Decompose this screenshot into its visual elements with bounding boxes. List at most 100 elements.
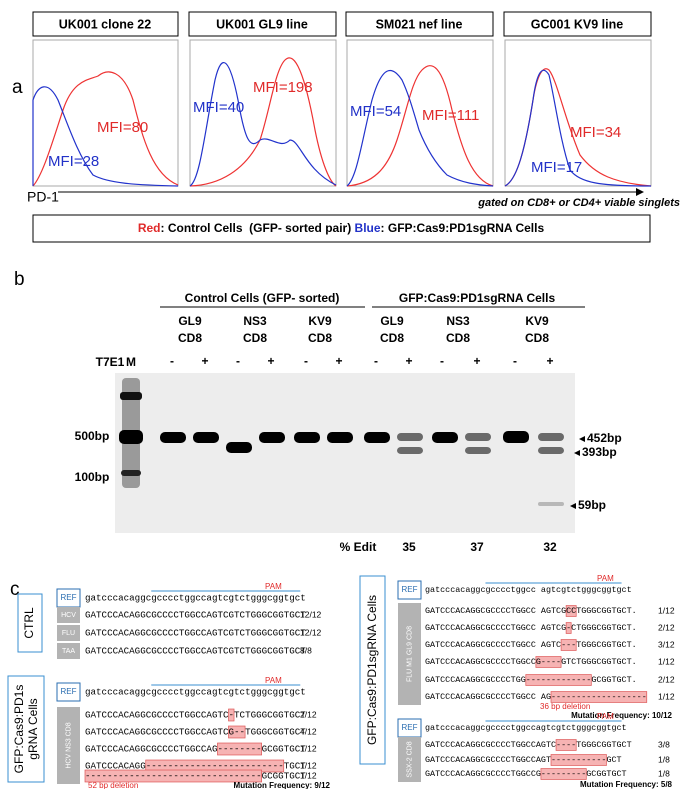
- sequence: -------------------: [551, 692, 647, 702]
- frequency: 1/8: [658, 754, 670, 764]
- sequence: CC: [566, 606, 576, 616]
- panel-label: b: [14, 269, 25, 290]
- deletion-highlight: [84, 769, 262, 783]
- band: [193, 432, 219, 443]
- legend-text: : Control Cells (GFP- sorted pair): [161, 221, 355, 235]
- deletion-highlight: [540, 768, 587, 780]
- reference-sequence: gatcccacaggcgcccctggcc agtcgtctgggcggtgc…: [425, 585, 632, 595]
- sequence: GTCTGGGCGGTGCT.: [561, 657, 637, 667]
- deletion-highlight: [550, 754, 607, 766]
- sequence: --------------------------------: [85, 770, 262, 781]
- lane-label: CD8: [243, 331, 267, 345]
- band: [160, 432, 186, 443]
- histogram-title: UK001 clone 22: [59, 17, 151, 31]
- size-pointer: [579, 436, 585, 442]
- arrow-head: [636, 188, 644, 196]
- frequency: 1/12: [658, 691, 675, 701]
- deletion-note: 36 bp deletion: [540, 702, 590, 711]
- histogram-frame: [346, 39, 494, 187]
- histogram-titles: [32, 11, 652, 37]
- frequency: 1/12: [658, 605, 675, 615]
- sequence: GATCCCACAGGCGCCCCTGGCCAGT: [425, 755, 551, 765]
- sample-tag: FLU: [62, 630, 75, 637]
- deletion-highlight: [228, 708, 235, 722]
- side-label: GFP:Cas9:PD1sgRNA Cells: [365, 595, 379, 745]
- sequence: GCGGTGCT: [586, 769, 626, 779]
- ref-tag: REF: [61, 593, 77, 602]
- band: [259, 432, 285, 443]
- mfi-label: MFI=80: [97, 119, 148, 136]
- frequency: 1/12: [658, 656, 675, 666]
- deletion-highlight: [525, 674, 592, 686]
- legend-box: [32, 214, 651, 243]
- side-label: CTRL: [22, 607, 36, 639]
- gel: [115, 373, 575, 533]
- side-box: [359, 575, 386, 765]
- ref-tag: REF: [61, 687, 77, 696]
- frequency: 1/8: [658, 768, 670, 778]
- frequency: 4/12: [300, 726, 317, 736]
- sequence: CTGGGCGGTGCT.: [571, 623, 637, 633]
- sequence: GATCCCACAGG: [85, 760, 146, 771]
- size-pointer: [570, 503, 576, 509]
- sequence: TGGGCGGTGCT.: [576, 640, 636, 650]
- treatment-sign: +: [201, 354, 208, 368]
- deletion-highlight: [560, 639, 577, 651]
- size-label: 59bp: [578, 498, 606, 512]
- size-pointer: [574, 450, 580, 456]
- control-curve: [189, 57, 337, 187]
- gel-background: [115, 373, 575, 533]
- frequency: 1/12: [300, 770, 317, 780]
- treatment-sign: -: [236, 354, 240, 368]
- edited-curve: [346, 70, 494, 187]
- frequency: 12/12: [300, 609, 322, 619]
- treatment-sign: +: [405, 354, 412, 368]
- reference-sequence: gatcccacaggcgcccctggccagtcgtctgggcggtgct: [85, 686, 306, 697]
- deletion-highlight: [565, 605, 577, 617]
- histogram: [504, 39, 652, 187]
- band: [226, 442, 252, 453]
- lane-label: GL9: [380, 314, 404, 328]
- mfi-label: MFI=54: [350, 103, 401, 120]
- sequence: GATCCCACAGGCGCCCCTGGCCAGTC: [85, 709, 229, 720]
- reference-sequence: gatcccacaggcgcccctggccagtcgtctgggcggtgct: [425, 723, 627, 733]
- histogram: [189, 39, 337, 187]
- size-label: 393bp: [582, 445, 617, 459]
- treatment-sign: -: [440, 354, 444, 368]
- sequence: G--: [229, 726, 246, 737]
- frequency: 2/12: [658, 674, 675, 684]
- sequence: GCGGTGCT: [262, 743, 307, 754]
- enzyme-label: T7E1: [96, 355, 125, 369]
- group-header: GFP:Cas9:PD1sgRNA Cells: [399, 291, 556, 305]
- legend-red: Red: [138, 221, 161, 235]
- histogram: [32, 39, 179, 187]
- title-box: [32, 11, 179, 37]
- sequence: GCGGTGCT.: [591, 675, 636, 685]
- frequency: 1/12: [300, 760, 317, 770]
- histogram-title: UK001 GL9 line: [216, 17, 308, 31]
- band: [294, 432, 320, 443]
- mutation-frequency: Mutation Frequency: 5/8: [580, 780, 673, 789]
- band: [397, 447, 423, 454]
- lane-label: GL9: [178, 314, 202, 328]
- deletion-highlight: [555, 739, 577, 751]
- pam-label: PAM: [265, 582, 282, 591]
- sample-tag: TAA: [62, 648, 75, 655]
- sample-tag-box: [57, 707, 80, 784]
- frequency: 3/12: [658, 639, 675, 649]
- edited-curve: [32, 86, 179, 187]
- sample-tag-box: [57, 607, 80, 623]
- edit-value: 37: [470, 540, 484, 554]
- sequence: -------------------------: [146, 760, 284, 771]
- sequence: TGGGCGGTGCT: [576, 740, 631, 750]
- band: [538, 447, 564, 454]
- deletion-highlight: [217, 742, 262, 756]
- histogram-title: GC001 KV9 line: [531, 17, 623, 31]
- band: [364, 432, 390, 443]
- side-label: gRNA Cells: [26, 698, 40, 759]
- histogram: [346, 39, 494, 187]
- lane-label: KV9: [525, 314, 549, 328]
- control-curve: [32, 71, 179, 187]
- title-box: [188, 11, 337, 37]
